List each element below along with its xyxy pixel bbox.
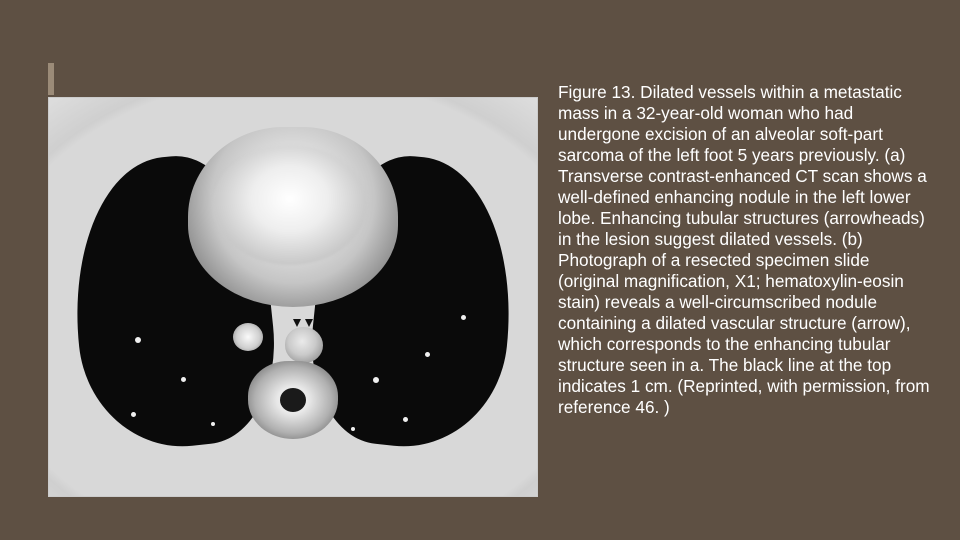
vessel-dot — [351, 427, 355, 431]
figure-ct-scan — [48, 97, 538, 497]
vertebral-body — [248, 361, 338, 439]
chest-cavity — [73, 127, 513, 467]
vessel-dot — [373, 377, 379, 383]
vessel-dot — [211, 422, 215, 426]
slide: Figure 13. Dilated vessels within a meta… — [0, 0, 960, 540]
figure-caption: Figure 13. Dilated vessels within a meta… — [558, 82, 930, 418]
enhancing-nodule — [285, 327, 323, 363]
vessel-dot — [425, 352, 430, 357]
vessel-dot — [131, 412, 136, 417]
arrowhead-icon — [305, 319, 313, 327]
vessel-dot — [181, 377, 186, 382]
vessel-dot — [403, 417, 408, 422]
heart-shadow — [212, 145, 367, 265]
descending-aorta — [233, 323, 263, 351]
vessel-dot — [135, 337, 141, 343]
accent-bar — [48, 63, 54, 95]
ct-scan-canvas — [49, 98, 537, 496]
vessel-dot — [461, 315, 466, 320]
arrowhead-icon — [293, 319, 301, 327]
